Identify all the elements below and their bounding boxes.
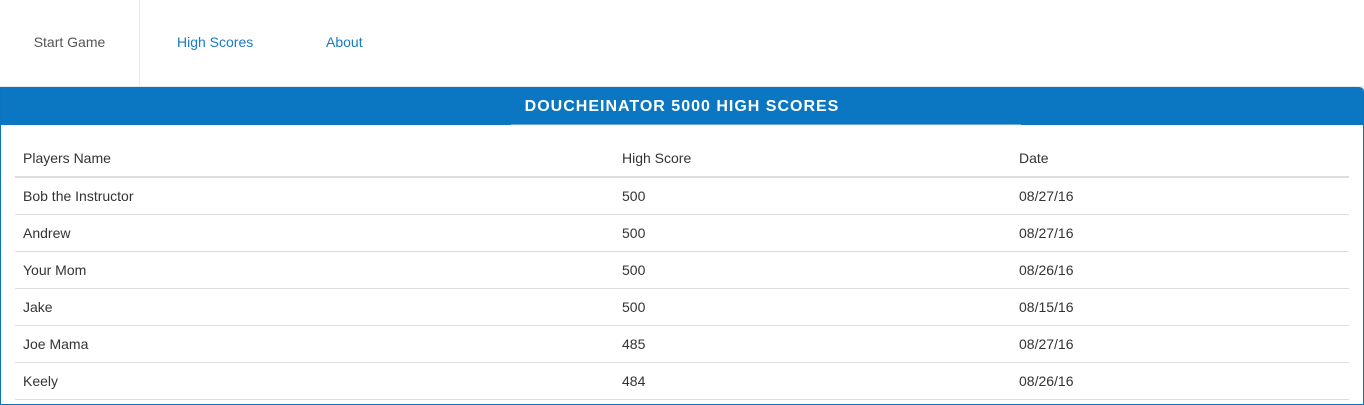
high-scores-panel: DOUCHEINATOR 5000 HIGH SCORES Players Na…	[0, 87, 1364, 405]
score-cell: 500	[614, 177, 1011, 215]
player-name-cell: Bob the Instructor	[15, 177, 614, 215]
date-cell: 08/26/16	[1011, 251, 1349, 289]
date-cell: 08/27/16	[1011, 325, 1349, 363]
player-name-cell: Your Mom	[15, 251, 614, 289]
score-cell: 484	[614, 362, 1011, 400]
top-nav: Start Game High Scores About	[0, 0, 1364, 87]
panel-title: DOUCHEINATOR 5000 HIGH SCORES	[524, 98, 840, 115]
panel-heading: DOUCHEINATOR 5000 HIGH SCORES	[1, 87, 1363, 125]
score-cell: 500	[614, 251, 1011, 289]
score-cell: 500	[614, 288, 1011, 326]
date-cell: 08/27/16	[1011, 214, 1349, 252]
player-name-cell: Keely	[15, 362, 614, 400]
table-row: Bob the Instructor 500 08/27/16	[15, 177, 1349, 215]
table-row: Jake 500 08/15/16	[15, 288, 1349, 326]
column-header-player-name: Players Name	[15, 139, 614, 178]
player-name-cell: Jake	[15, 288, 614, 326]
heading-divider	[511, 124, 1021, 125]
score-cell: 500	[614, 214, 1011, 252]
column-header-date: Date	[1011, 139, 1349, 178]
date-cell: 08/27/16	[1011, 177, 1349, 215]
column-header-high-score: High Score	[614, 139, 1011, 178]
nav-about[interactable]: About	[326, 34, 363, 50]
date-cell: 08/15/16	[1011, 288, 1349, 326]
score-cell: 485	[614, 325, 1011, 363]
high-scores-table: Players Name High Score Date Bob the Ins…	[15, 139, 1349, 400]
table-header-row: Players Name High Score Date	[15, 139, 1349, 178]
table-row: Keely 484 08/26/16	[15, 362, 1349, 400]
table-row: Joe Mama 485 08/27/16	[15, 325, 1349, 363]
player-name-cell: Andrew	[15, 214, 614, 252]
table-row: Andrew 500 08/27/16	[15, 214, 1349, 252]
table-row: Your Mom 500 08/26/16	[15, 251, 1349, 289]
nav-start-game[interactable]: Start Game	[0, 0, 140, 86]
player-name-cell: Joe Mama	[15, 325, 614, 363]
nav-high-scores[interactable]: High Scores	[177, 34, 254, 50]
date-cell: 08/26/16	[1011, 362, 1349, 400]
